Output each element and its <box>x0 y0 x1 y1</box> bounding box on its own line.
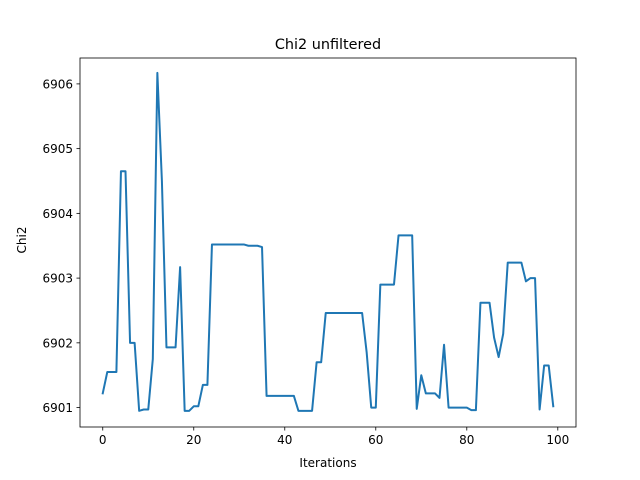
x-axis-title: Iterations <box>299 456 356 470</box>
x-ticks: 0 20 40 60 80 100 <box>99 427 569 447</box>
x-tick-label: 80 <box>459 433 474 447</box>
y-tick-label: 6903 <box>42 272 73 286</box>
x-tick-label: 0 <box>99 433 107 447</box>
y-tick-label: 6901 <box>42 401 73 415</box>
chi2-series-line <box>101 71 555 412</box>
x-tick-label: 100 <box>546 433 569 447</box>
y-tick-label: 6906 <box>42 77 73 91</box>
y-tick-label: 6904 <box>42 207 73 221</box>
x-tick-label: 60 <box>368 433 383 447</box>
chart-title: Chi2 unfiltered <box>275 37 381 53</box>
y-tick-label: 6902 <box>42 336 73 350</box>
plot-frame <box>79 57 577 428</box>
x-tick-label: 40 <box>277 433 292 447</box>
y-axis-title: Chi2 <box>15 227 29 254</box>
y-tick-label: 6905 <box>42 142 73 156</box>
y-ticks: 6901 6902 6903 6904 6905 6906 <box>42 77 80 415</box>
x-tick-label: 20 <box>186 433 201 447</box>
